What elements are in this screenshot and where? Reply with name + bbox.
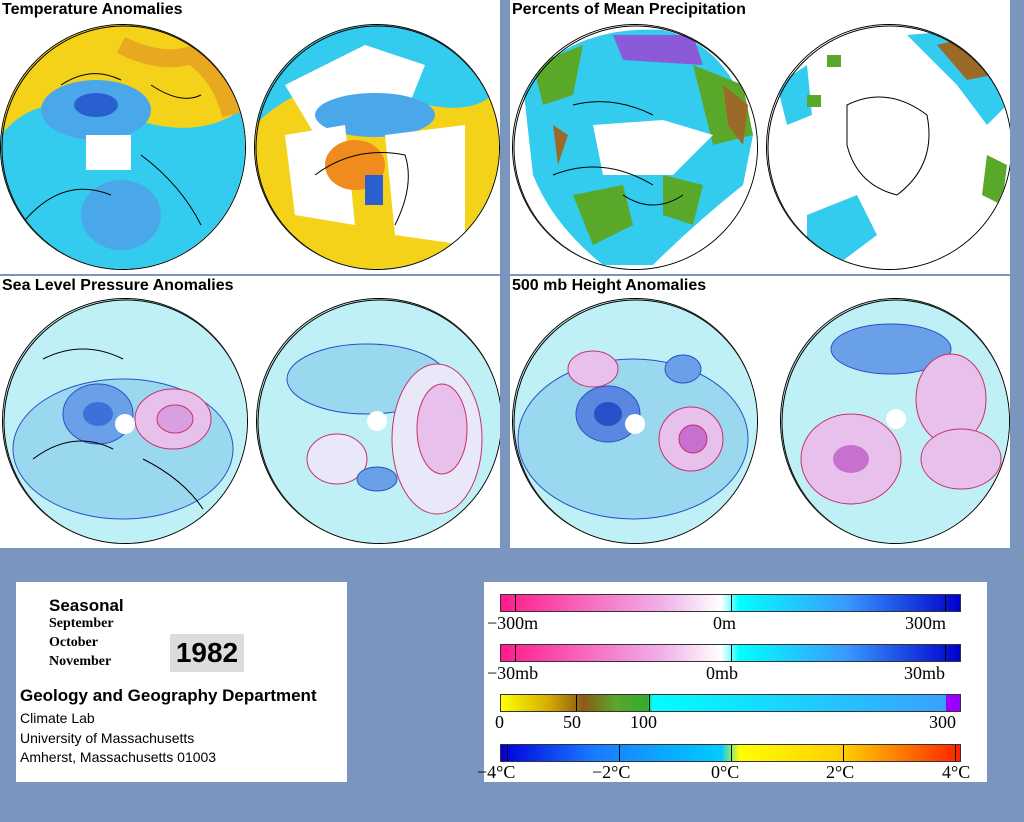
month-2: October	[49, 635, 98, 650]
precip-label-0: 0	[495, 712, 504, 732]
month-1: September	[49, 616, 114, 631]
height-max-label: 300m	[905, 613, 947, 633]
lab-name: Climate Lab	[20, 710, 95, 726]
northern-hemisphere-height-map	[512, 298, 758, 544]
temp-label-neg4: −4°C	[477, 762, 516, 782]
pressure-mid-label: 0mb	[706, 663, 739, 683]
info-box: Seasonal September October November 1982…	[16, 582, 347, 782]
address: Amherst, Massachusetts 01003	[20, 749, 217, 765]
southern-hemisphere-temperature-map	[254, 24, 500, 270]
temperature-anomalies-panel: Temperature Anomalies	[0, 0, 500, 274]
height-color-bar	[500, 594, 961, 612]
temperature-color-bar	[500, 744, 961, 762]
southern-hemisphere-height-map	[780, 298, 1010, 544]
panel-title: Temperature Anomalies	[0, 0, 185, 20]
northern-hemisphere-precipitation-map	[512, 24, 758, 270]
temp-label-neg2: −2°C	[592, 762, 631, 782]
northern-hemisphere-temperature-map	[0, 24, 246, 270]
southern-hemisphere-precipitation-map	[766, 24, 1010, 270]
precipitation-panel: Percents of Mean Precipitation	[510, 0, 1010, 274]
pressure-max-label: 30mb	[904, 663, 946, 683]
color-scale-legend: −300m 0m 300m −30mb 0mb 30mb 0 50 100 30…	[477, 582, 987, 782]
height-mid-label: 0m	[713, 613, 737, 633]
year-badge: 1982	[170, 634, 244, 672]
pressure-color-bar	[500, 644, 961, 662]
panel-title: 500 mb Height Anomalies	[510, 276, 709, 296]
panel-title: Sea Level Pressure Anomalies	[0, 276, 236, 296]
northern-hemisphere-pressure-map	[2, 298, 248, 544]
temp-label-0: 0°C	[711, 762, 740, 782]
university-name: University of Massachusetts	[20, 730, 195, 746]
precipitation-color-bar	[500, 694, 961, 712]
precip-label-100: 100	[630, 712, 657, 732]
panel-title: Percents of Mean Precipitation	[510, 0, 748, 20]
temp-label-2: 2°C	[826, 762, 855, 782]
500mb-height-panel: 500 mb Height Anomalies	[510, 276, 1010, 548]
precip-label-50: 50	[563, 712, 581, 732]
sea-level-pressure-panel: Sea Level Pressure Anomalies	[0, 276, 500, 548]
precip-label-300: 300	[929, 712, 956, 732]
period-type: Seasonal	[49, 596, 124, 615]
southern-hemisphere-pressure-map	[256, 298, 500, 544]
pressure-min-label: −30mb	[487, 663, 539, 683]
temp-label-4: 4°C	[942, 762, 971, 782]
department-name: Geology and Geography Department	[20, 686, 317, 705]
month-3: November	[49, 654, 112, 669]
height-min-label: −300m	[487, 613, 539, 633]
